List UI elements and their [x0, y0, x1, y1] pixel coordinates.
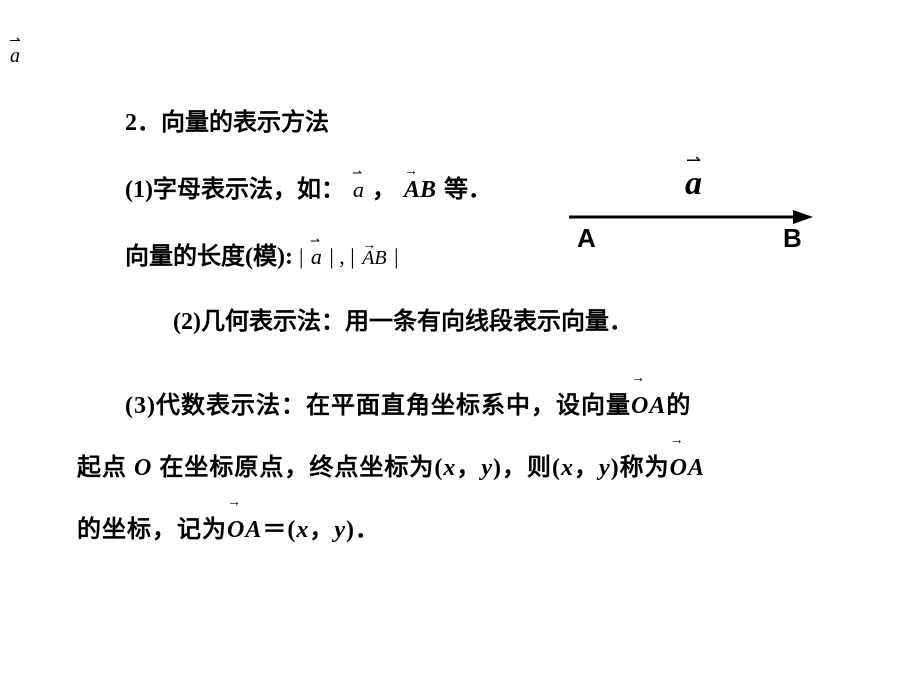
item3-l3b: )． — [346, 517, 380, 543]
item3-l2a: 起点 — [77, 455, 134, 481]
item3-eq: ＝( — [262, 517, 296, 543]
modulus-row: 向量的长度(模): | ⇀ a | , | → AB | — [125, 236, 825, 271]
item1-prefix: (1)字母表示法，如： — [125, 177, 345, 203]
coord-y3: y — [334, 517, 346, 543]
item3-l3a: 的坐标，记为 — [77, 517, 227, 543]
slide-page: ⇀ a ⇀ a A B 2．向量的表示方法 (1)字母表示法，如： ⇀ a ， — [0, 0, 920, 690]
oa3-arrow-icon: → — [227, 485, 242, 521]
vector-oa-2: →OA — [670, 437, 705, 499]
item-2-text: (2)几何表示法：用一条有向线段表示向量． — [125, 307, 825, 338]
mod-a: | ⇀ a | , | → AB | — [299, 244, 399, 269]
item-1-row: (1)字母表示法，如： ⇀ a ， → AB 等． — [125, 175, 825, 206]
vector-oa-1: →OA — [631, 375, 666, 437]
vector-ab-inline: → AB — [402, 175, 438, 206]
item3-l2d: )称为 — [611, 455, 670, 481]
corner-vector-a: ⇀ a — [10, 45, 20, 68]
mod-bar1: | — [299, 244, 303, 269]
vector-a-arrow-icon: ⇀ — [352, 166, 362, 182]
modulus-text: 向量的长度(模): | ⇀ a | , | → AB | — [125, 236, 399, 271]
item1-sep: ， — [372, 177, 396, 203]
item3-c1: ， — [456, 455, 481, 481]
content-block: 2．向量的表示方法 (1)字母表示法，如： ⇀ a ， → AB 等． 向量的长… — [125, 108, 825, 562]
item3-l1a: (3)代数表示法：在平面直角坐标系中，设向量 — [125, 393, 631, 419]
mod-a-arrow-icon: ⇀ — [310, 234, 320, 249]
oa1-arrow-icon: → — [631, 361, 646, 397]
mod-bar4: | — [394, 244, 398, 269]
mod-prefix: 向量的长度(模): — [125, 244, 293, 270]
item3-l2b: 在坐标原点，终点坐标为( — [152, 455, 443, 481]
mod-ab-arrow-icon: → — [362, 238, 376, 254]
vector-ab-arrow-icon: → — [404, 163, 418, 181]
coord-y2: y — [599, 455, 611, 481]
mod-vector-a: ⇀ a — [309, 244, 324, 270]
mod-comma: , — [339, 244, 345, 269]
mod-bar3: | — [350, 244, 354, 269]
item-1-text: (1)字母表示法，如： ⇀ a ， → AB 等． — [125, 175, 492, 206]
oa2-arrow-icon: → — [670, 423, 685, 459]
item-3-block: (3)代数表示法：在平面直角坐标系中，设向量→OA的 起点 O 在坐标原点，终点… — [77, 375, 867, 562]
item3-l2c: )，则( — [493, 455, 561, 481]
mod-vector-ab: → AB — [360, 247, 388, 270]
coord-x3: x — [296, 517, 309, 543]
corner-a-arrow: ⇀ — [9, 33, 21, 50]
section-heading: 2．向量的表示方法 — [125, 108, 825, 139]
item3-c3: ， — [309, 517, 334, 543]
coord-y1: y — [481, 455, 493, 481]
origin-o: O — [134, 455, 152, 481]
item3-c2: ， — [574, 455, 599, 481]
mod-bar2: | — [329, 244, 333, 269]
coord-x2: x — [561, 455, 574, 481]
vector-oa-3: →OA — [227, 499, 262, 561]
item1-suffix: 等． — [444, 177, 492, 203]
item3-l1b: 的 — [666, 393, 691, 419]
vector-a-inline: ⇀ a — [351, 176, 366, 205]
coord-x1: x — [443, 455, 456, 481]
